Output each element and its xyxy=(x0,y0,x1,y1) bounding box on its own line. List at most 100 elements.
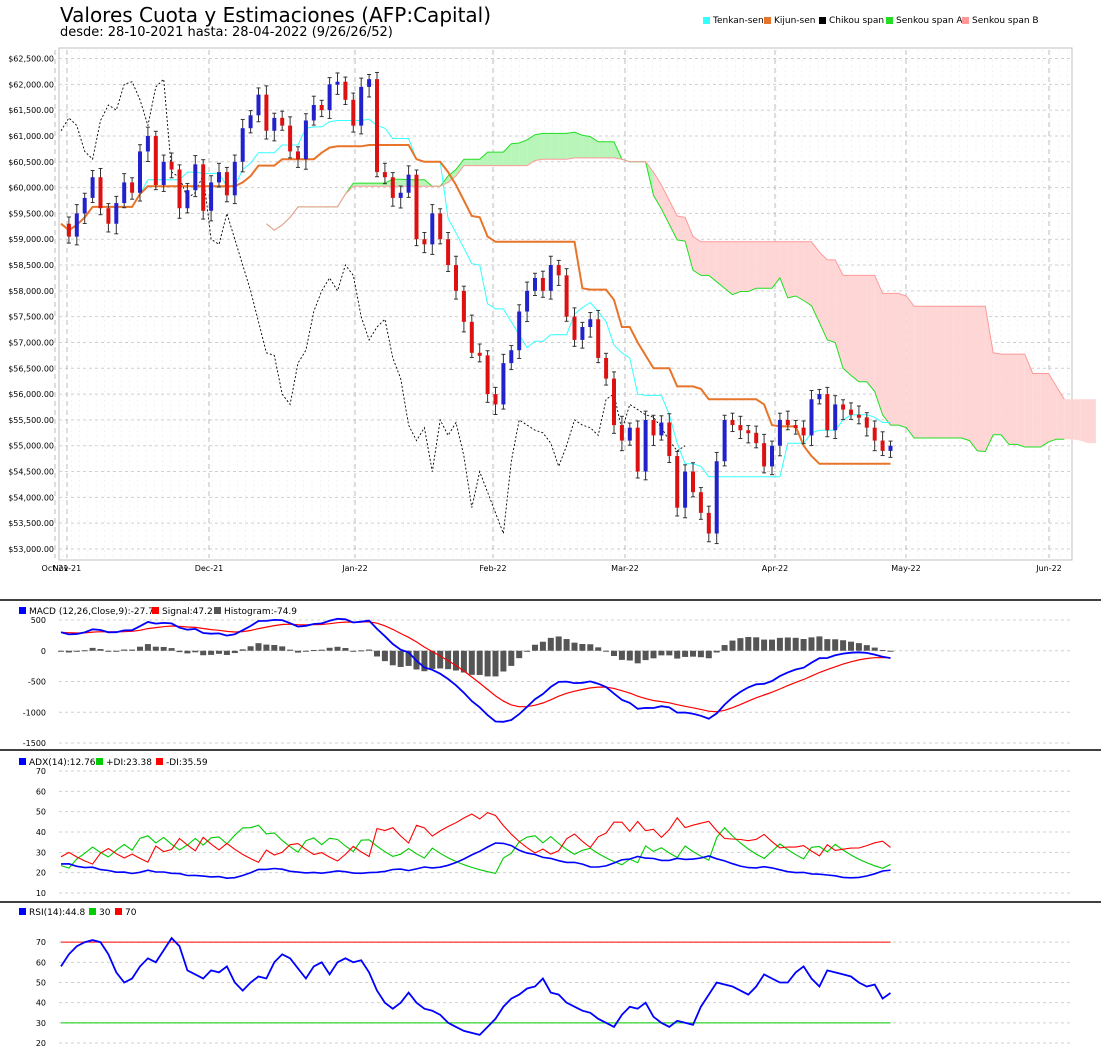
candle-body xyxy=(461,290,466,322)
macd-histogram-bar xyxy=(705,650,712,659)
cloud-segment xyxy=(1016,354,1025,448)
cloud-segment xyxy=(669,200,678,240)
macd-histogram-bar xyxy=(421,650,428,672)
cloud-segment xyxy=(874,275,883,415)
macd-histogram-bar xyxy=(263,644,270,651)
rsi-70-legend-label: 70 xyxy=(125,908,137,918)
macd-histogram-bar xyxy=(713,650,720,653)
cloud-segment xyxy=(661,184,670,225)
cloud-segment xyxy=(487,152,496,166)
candle-body xyxy=(288,125,293,152)
macd-histogram-bar xyxy=(595,647,602,651)
price-x-tick-label: Dec-21 xyxy=(195,564,224,573)
legend-kijun: Kijun-sen xyxy=(764,16,816,26)
cloud-segment xyxy=(606,141,614,158)
rsi-lines xyxy=(60,936,892,1036)
candle-body xyxy=(698,492,703,513)
macd-histogram-bar xyxy=(547,637,554,651)
candle-body xyxy=(849,409,853,415)
candle-body xyxy=(209,182,214,211)
candle-body xyxy=(264,94,269,131)
price-x-tick-label: Jun-22 xyxy=(1035,564,1062,573)
cloud-segment xyxy=(851,275,859,382)
minus-di-line xyxy=(60,811,891,865)
price-x-tick-label: Apr-22 xyxy=(762,564,788,573)
macd-histogram-bar xyxy=(832,639,839,651)
macd-histogram-bar xyxy=(500,650,507,672)
macd-histogram-bar xyxy=(460,650,467,673)
macd-y-axis: 500 0 -500 -1000 -1500 xyxy=(23,616,1072,748)
candle-body xyxy=(351,99,356,126)
adx-legend: ADX(14):12.76 +DI:23.38 -DI:35.59 xyxy=(19,758,208,768)
cloud-segment xyxy=(369,183,377,187)
candle-body xyxy=(272,117,277,131)
cloud-segment xyxy=(843,275,851,376)
cloud-segment xyxy=(779,241,788,298)
macd-histogram-bar xyxy=(89,647,96,651)
legend-label: Chikou span xyxy=(829,16,885,26)
macd-histogram-bar xyxy=(468,650,475,675)
legend-label: Senkou span B xyxy=(972,16,1039,26)
cloud-segment xyxy=(953,306,962,438)
cloud-segment xyxy=(1040,373,1049,448)
cloud-segment xyxy=(527,134,535,166)
candle-body xyxy=(153,135,158,185)
macd-histogram-bar xyxy=(81,650,88,652)
rsi-legend: RSI(14):44.8 30 70 xyxy=(19,908,137,918)
candle-body xyxy=(793,425,798,429)
chart-title: Valores Cuota y Estimaciones (AFP:Capita… xyxy=(60,3,492,27)
macd-histogram-bar xyxy=(508,650,515,666)
cloud-segment xyxy=(922,306,930,438)
candle-body xyxy=(232,161,237,196)
candle-body xyxy=(74,213,79,237)
candle-body xyxy=(501,363,506,405)
macd-histogram-bar xyxy=(776,637,783,651)
rsi-tick-label: 60 xyxy=(36,958,46,967)
cloud-segment xyxy=(519,139,528,166)
candle-body xyxy=(888,445,893,451)
rsi-tick-label: 40 xyxy=(36,999,46,1008)
cloud-segment xyxy=(1001,354,1009,445)
cloud-segment xyxy=(542,133,551,160)
adx-legend-label: ADX(14):12.76 xyxy=(29,758,96,768)
macd-histogram-bar xyxy=(453,650,459,671)
macd-histogram-bar xyxy=(208,650,215,655)
candle-body xyxy=(785,419,790,426)
cloud-segment xyxy=(1064,399,1073,440)
macd-histogram-bar xyxy=(429,650,436,669)
cloud-segment xyxy=(890,293,899,426)
candle-body xyxy=(66,223,71,237)
macd-histogram-bar xyxy=(721,645,728,651)
macd-histogram-bar xyxy=(381,650,388,662)
histogram-legend-label: Histogram:-74.9 xyxy=(224,607,297,617)
legend-label: Senkou span A xyxy=(896,16,963,26)
cloud-segment xyxy=(724,241,733,295)
candle-body xyxy=(454,265,458,291)
legend-swatch xyxy=(886,17,893,24)
price-tick-label: $53,000.00 xyxy=(8,545,54,554)
cloud-segment xyxy=(827,259,836,343)
macd-histogram-bar xyxy=(626,650,633,661)
macd-histogram-bar xyxy=(516,650,523,659)
candle-body xyxy=(185,190,190,209)
legend-swatch xyxy=(764,17,771,24)
cloud-segment xyxy=(969,306,978,451)
rsi-legend-label: RSI(14):44.8 xyxy=(29,908,85,918)
cloud-segment xyxy=(732,241,741,295)
price-tick-label: $55,000.00 xyxy=(8,442,54,451)
cloud-segment xyxy=(582,135,591,158)
candle-body xyxy=(335,81,340,85)
price-tick-label: $54,000.00 xyxy=(8,493,54,502)
candle-body xyxy=(106,208,111,224)
candle-body xyxy=(856,414,861,418)
macd-histogram-bar xyxy=(690,650,696,657)
adx-tick-label: 20 xyxy=(36,869,46,878)
macd-histogram-bar xyxy=(239,649,246,651)
adx-y-axis: 70 60 50 40 30 20 10 xyxy=(36,767,1072,898)
candle-body xyxy=(675,456,680,508)
macd-histogram-bar xyxy=(579,643,586,651)
cloud-segment xyxy=(835,259,844,369)
legend-swatch xyxy=(115,908,122,915)
candle-body xyxy=(580,326,585,340)
